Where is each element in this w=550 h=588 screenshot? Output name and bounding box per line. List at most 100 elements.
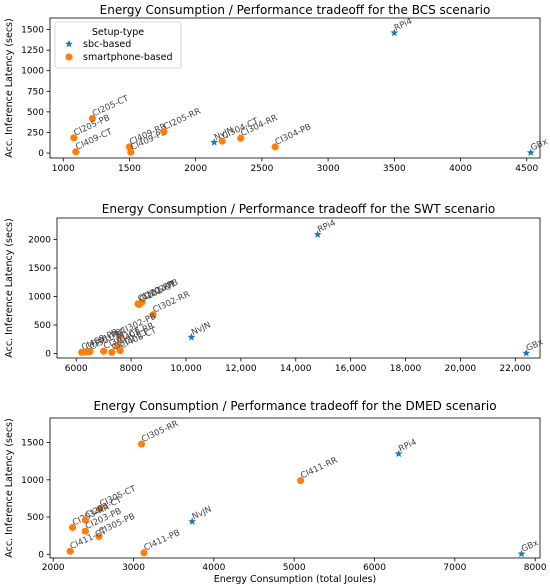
chart-title: Energy Consumption / Performance tradeof… xyxy=(102,202,496,216)
point-label: GBx xyxy=(525,337,545,353)
x-tick-label: 2000 xyxy=(184,164,207,174)
smartphone-point-ci411-rr xyxy=(297,476,305,485)
y-tick-label: 1000 xyxy=(21,67,44,77)
point-label: CI411-PB xyxy=(143,528,182,553)
y-tick-label: 0 xyxy=(45,349,51,359)
smartphone-point-ci205-rr xyxy=(160,128,168,136)
point-label: CI205-CT xyxy=(91,93,131,119)
x-tick-label: 4000 xyxy=(202,563,225,573)
x-tick-label: 5000 xyxy=(283,563,306,573)
smartphone-point-ci205-pb xyxy=(70,134,78,142)
x-tick-label: 3000 xyxy=(317,164,340,174)
point-label: RPi4 xyxy=(397,438,418,455)
point-label: GBx xyxy=(520,538,540,554)
smartphone-point-ci301-rr xyxy=(86,348,94,356)
y-tick-label: 750 xyxy=(27,87,44,97)
smartphone-point-ci304-ct xyxy=(218,137,226,145)
plot-frame xyxy=(49,417,541,559)
point-label: CI205-RR xyxy=(162,107,202,133)
x-tick-label: 14,000 xyxy=(280,364,312,374)
x-tick-label: 6000 xyxy=(363,563,386,573)
smartphone-point-ci205-ct xyxy=(88,114,96,123)
smartphone-point-ci304-rr xyxy=(237,134,245,142)
sbc-point-gbx xyxy=(526,148,535,157)
smartphone-point-ci409-pb xyxy=(127,148,135,156)
x-tick-label: 6000 xyxy=(65,364,88,374)
point-label: CI305-RR xyxy=(140,419,180,445)
y-tick-label: 250 xyxy=(27,128,44,138)
point-label: RPi4 xyxy=(316,218,337,235)
smartphone-point-ci202-ct xyxy=(135,300,143,309)
legend-item-label: smartphone-based xyxy=(83,52,173,63)
x-tick-label: 2000 xyxy=(42,563,65,573)
x-tick-label: 3000 xyxy=(122,563,145,573)
x-tick-label: 4500 xyxy=(515,164,538,174)
smartphone-point-ci411-pb xyxy=(140,549,148,557)
legend-title: Setup-type xyxy=(92,27,144,38)
smartphone-point-ci305-ct xyxy=(96,505,104,513)
x-tick-label: 8000 xyxy=(120,364,143,374)
y-tick-label: 500 xyxy=(27,108,44,118)
plot-frame xyxy=(49,17,541,159)
sbc-point-gbx xyxy=(517,549,526,558)
smartphone-point-ci302-rr xyxy=(149,311,157,319)
y-tick-label: 1000 xyxy=(21,476,44,486)
smartphone-point-ci203-ct xyxy=(81,516,89,524)
smartphone-point-ci305-rr xyxy=(137,440,146,448)
smartphone-point-ci411-ct xyxy=(66,547,74,555)
y-tick-label: 1500 xyxy=(21,439,44,449)
sbc-point-rpi4 xyxy=(394,449,403,458)
sbc-point-rpi4 xyxy=(313,230,322,238)
smartphone-point-ci305-pb xyxy=(95,532,103,541)
smartphone-point-ci301-ct xyxy=(100,347,108,355)
point-label: GBx xyxy=(529,137,549,153)
x-tick-label: 1000 xyxy=(52,164,75,174)
x-tick-label: 3500 xyxy=(383,164,406,174)
x-tick-label: 1500 xyxy=(118,164,141,174)
point-label: CI411-RR xyxy=(299,455,339,481)
legend-circle-icon xyxy=(65,53,73,61)
sbc-point-rpi4 xyxy=(390,28,399,37)
smartphone-point-ci409-ct xyxy=(72,148,80,156)
sbc-point-nvjn xyxy=(210,138,219,146)
y-tick-label: 1500 xyxy=(28,264,51,274)
smartphone-point-ci304-pb xyxy=(271,143,279,151)
sbc-point-nvjn xyxy=(187,333,196,341)
chart-title: Energy Consumption / Performance tradeof… xyxy=(100,3,491,17)
smartphone-point-ci302-pb xyxy=(116,332,124,340)
y-tick-label: 0 xyxy=(38,149,44,159)
y-tick-label: 1500 xyxy=(21,26,44,36)
y-axis-label: Acc. Inference Latency (secs) xyxy=(4,218,15,357)
x-tick-label: 18,000 xyxy=(390,364,422,374)
x-tick-label: 7000 xyxy=(443,563,466,573)
smartphone-point-ci302-ct xyxy=(108,348,116,356)
legend-star-icon xyxy=(65,39,73,48)
y-tick-label: 500 xyxy=(34,321,51,331)
x-tick-label: 2500 xyxy=(250,164,273,174)
y-axis-label: Acc. Inference Latency (secs) xyxy=(4,418,15,557)
x-tick-label: 16,000 xyxy=(335,364,367,374)
legend-box xyxy=(54,21,182,69)
chart-bcs: Energy Consumption / Performance tradeof… xyxy=(4,3,549,174)
y-axis-label: Acc. Inference Latency (secs) xyxy=(4,18,15,157)
y-tick-label: 500 xyxy=(27,513,44,523)
y-tick-label: 2000 xyxy=(28,236,51,246)
x-axis-label: Energy Consumption (total Joules) xyxy=(214,574,376,585)
y-tick-label: 1000 xyxy=(28,293,51,303)
smartphone-point-ci408-ct xyxy=(116,347,124,355)
x-tick-label: 8000 xyxy=(524,563,547,573)
sbc-point-nvjn xyxy=(188,517,197,525)
chart-swt: Energy Consumption / Performance tradeof… xyxy=(4,202,545,374)
chart-dmed: Energy Consumption / Performance tradeof… xyxy=(4,399,547,585)
x-tick-label: 22,000 xyxy=(500,364,532,374)
point-label: CI304-PB xyxy=(274,122,313,147)
point-label: CI304-RR xyxy=(239,113,279,139)
y-tick-label: 1250 xyxy=(21,46,44,56)
x-tick-label: 10,000 xyxy=(170,364,202,374)
point-label: NvJN xyxy=(191,505,214,523)
smartphone-point-ci203-pb xyxy=(81,527,89,535)
legend-item-label: sbc-based xyxy=(83,39,131,50)
smartphone-point-ci203-rr xyxy=(68,523,77,532)
